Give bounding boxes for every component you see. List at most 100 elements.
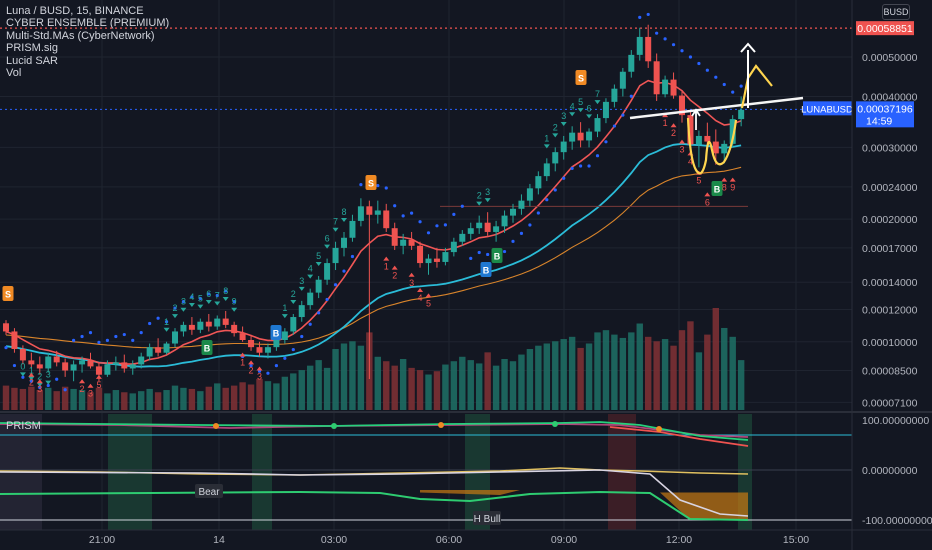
volume-bar	[695, 352, 703, 410]
sar-dot	[12, 363, 17, 368]
count-arrow	[248, 360, 255, 365]
volume-bar	[239, 382, 246, 410]
count-label: 8	[223, 286, 228, 296]
sar-dot	[148, 321, 152, 326]
volume-bar	[104, 393, 111, 410]
prism-regime-band	[252, 414, 272, 530]
volume-bar	[518, 354, 525, 410]
sar-dot	[671, 43, 676, 47]
volume-bar	[552, 341, 559, 410]
count-label: 4	[418, 293, 423, 303]
candle-body	[687, 115, 694, 145]
candle-body	[729, 119, 736, 144]
candle-body	[476, 222, 483, 229]
sar-dot	[486, 252, 490, 257]
count-arrow	[586, 114, 593, 119]
candle-body	[577, 132, 584, 141]
indicator-prism-sig[interactable]: PRISM.sig	[6, 42, 58, 55]
sar-dot	[207, 292, 211, 296]
volume-bar	[535, 345, 542, 410]
candle-body	[307, 292, 314, 306]
volume-bar	[433, 371, 441, 410]
count-arrow	[484, 198, 491, 203]
indicator-lucid-sar[interactable]: Lucid SAR	[6, 54, 58, 67]
count-arrow	[552, 133, 559, 138]
volume-bar	[214, 383, 221, 410]
sar-dot	[283, 356, 287, 360]
sar-dot	[291, 347, 295, 352]
count-label: 3	[88, 389, 93, 399]
count-label: 3	[181, 297, 186, 307]
ema-orange-line	[5, 166, 742, 349]
count-arrow	[560, 121, 567, 126]
sar-dot	[249, 363, 253, 368]
sar-dot	[722, 82, 726, 87]
sar-dot	[300, 334, 304, 339]
sar-dot	[4, 346, 8, 350]
sar-dot	[452, 212, 456, 217]
ema-cyan-line	[5, 142, 742, 368]
last-price-label: 0.00037196	[857, 103, 913, 115]
count-label: 6	[587, 103, 592, 113]
volume-bar	[121, 392, 128, 410]
sar-dot	[435, 224, 439, 228]
count-arrow	[594, 100, 601, 105]
count-arrow	[172, 314, 178, 319]
count-label: 1	[663, 118, 668, 128]
volume-bar	[19, 388, 27, 410]
price-tick: 0.00040000	[862, 91, 918, 103]
candle-body	[163, 343, 170, 353]
indicator-multi-std-mas[interactable]: Multi-Std.MAs (CyberNetwork)	[6, 29, 155, 42]
candle-body	[560, 141, 567, 153]
candle-body	[332, 247, 339, 264]
prism-label-bear-bg	[195, 484, 223, 498]
indicator-vol[interactable]: Vol	[6, 67, 22, 80]
volume-bar	[501, 359, 508, 410]
sar-dot	[55, 377, 59, 381]
sar-dot	[317, 311, 321, 315]
volume-bar	[526, 349, 534, 410]
sar-dot	[21, 375, 25, 379]
count-label: 2	[29, 378, 34, 388]
prism-fill	[420, 490, 748, 520]
volume-bar	[577, 347, 584, 410]
count-label: 5	[426, 298, 431, 308]
candle-body	[45, 356, 52, 369]
volume-bar	[737, 360, 745, 410]
candle-body	[653, 61, 660, 95]
time-tick: 15:00	[783, 534, 809, 546]
candle-body	[62, 362, 69, 371]
count-label: 2	[392, 271, 397, 281]
candle-body	[239, 333, 246, 341]
count-arrow	[256, 366, 263, 371]
count-arrow	[425, 293, 432, 298]
currency-button[interactable]: BUSD	[882, 4, 910, 20]
count-arrow	[315, 262, 322, 267]
sar-dot	[384, 186, 388, 190]
candle-body	[180, 324, 187, 332]
volume-bar	[602, 330, 610, 410]
count-arrow	[188, 303, 195, 308]
volume-bar	[476, 363, 483, 410]
candle-body	[738, 109, 745, 120]
candle-body	[417, 245, 424, 264]
candle-body	[256, 347, 263, 353]
sar-dot	[139, 331, 143, 335]
volume-bar	[138, 391, 145, 410]
candle-body	[552, 152, 559, 164]
volume-bar	[721, 327, 728, 410]
indicator-cyber-ensemble[interactable]: CYBER ENSEMBLE (PREMIUM)	[6, 17, 170, 30]
volume-bar	[78, 390, 86, 410]
count-arrow	[476, 201, 483, 206]
volume-bar	[28, 386, 35, 410]
sar-dot	[443, 223, 447, 227]
volume-bar	[180, 387, 187, 410]
symbol-title[interactable]: Luna / BUSD, 15, BINANCE	[6, 5, 144, 17]
candle-body	[197, 321, 204, 330]
volume-bar	[36, 390, 43, 410]
sar-dot	[105, 338, 109, 342]
count-arrow	[222, 296, 229, 301]
prism-signal-dot	[656, 426, 662, 432]
count-label: 1	[164, 317, 169, 327]
